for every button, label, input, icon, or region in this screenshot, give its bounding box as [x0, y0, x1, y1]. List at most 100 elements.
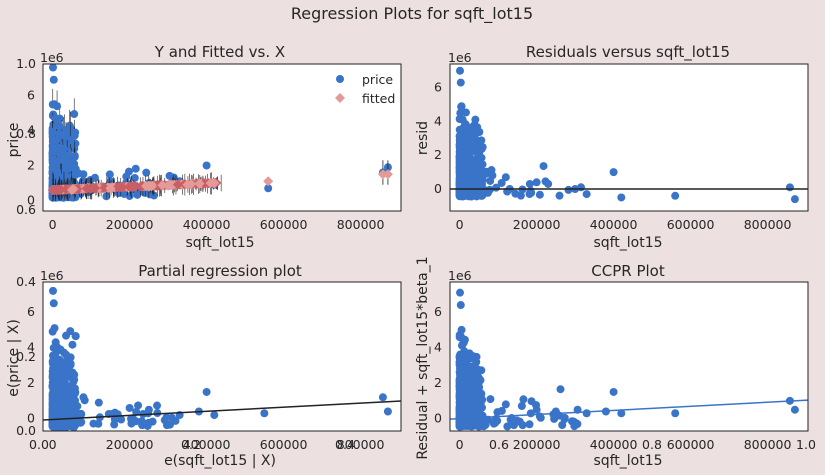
ccpr-point: [790, 405, 799, 414]
fitted-vs-x-fitted-point: [66, 185, 77, 195]
residuals-point: [525, 189, 534, 198]
ccpr-point: [493, 408, 502, 417]
partial_regression-point: [378, 393, 387, 402]
residuals-point: [539, 162, 548, 171]
fitted-vs-x-fitted-point: [85, 183, 96, 194]
ccpr-point: [474, 389, 483, 398]
partial_regression-point: [153, 401, 162, 410]
ccpr-point: [455, 422, 464, 431]
partial_regression-point: [134, 401, 143, 410]
fitted-vs-x-fitted-point: [124, 181, 135, 192]
fitted_vs_x-marks: [47, 64, 393, 202]
ccpr-ytick-label: 6: [434, 304, 442, 319]
fitted-vs-x-offset-label: 1e6: [40, 50, 64, 65]
partial_regression-point: [62, 362, 71, 371]
overlay-xtick-label: 0.6: [489, 437, 509, 452]
residuals-point: [470, 122, 479, 131]
ccpr-xtick-label: 800000: [744, 437, 792, 452]
partial_regression-point: [62, 331, 71, 340]
fitted-vs-x-ylabel: price: [6, 123, 22, 158]
partial_regression-point: [50, 391, 59, 400]
residuals-point: [455, 178, 464, 187]
residuals-point: [474, 163, 483, 172]
partial_regression-xtick-label: 400000: [183, 437, 231, 452]
residuals-point: [458, 186, 467, 195]
overlay-xtick-label: 0.0: [29, 437, 49, 452]
residuals-xtick-label: 800000: [744, 217, 792, 232]
partial_regression-frame: [42, 281, 402, 432]
fitted_vs_x-xtick-label: 400000: [183, 217, 231, 232]
fitted_vs_x-point: [50, 100, 59, 109]
partial_regression-point: [79, 393, 88, 402]
ccpr-point: [503, 422, 512, 431]
fitted-vs-x-fitted-point: [143, 181, 154, 192]
fitted_vs_x-point: [264, 184, 273, 193]
fitted-vs-x-fitted-point: [377, 169, 388, 180]
residuals-point: [555, 191, 564, 200]
partial_regression-xtick-label: 800000: [337, 437, 385, 452]
partial_regression-xtick-label: 0: [49, 437, 57, 452]
ccpr-point: [467, 380, 476, 389]
ccpr-point: [532, 405, 541, 414]
residuals-xtick-label: 0: [456, 217, 464, 232]
fitted-vs-x-fitted-point: [182, 179, 193, 190]
partial_regression-point: [144, 405, 153, 414]
residuals-point: [511, 189, 520, 198]
partial_regression-ytick-label: 2: [27, 375, 35, 390]
partial_regression-point: [148, 417, 157, 426]
overlay-ytick-label: 0.0: [16, 423, 36, 438]
partial_regression-ytick-label: 4: [27, 340, 35, 355]
overlay-ytick-label: 0.4: [16, 274, 36, 289]
ccpr-point: [458, 340, 467, 349]
ccpr-point: [568, 417, 577, 426]
ccpr-point: [501, 400, 510, 409]
partial-regression-offset-label: 1e6: [40, 268, 64, 283]
partial_regression-point: [57, 418, 66, 427]
partial_regression-point: [131, 417, 140, 426]
overlay-ytick-label: 0.2: [16, 349, 36, 364]
partial_regression-point: [260, 409, 269, 418]
residuals-xtick-label: 200000: [513, 217, 561, 232]
partial_regression-point: [202, 387, 211, 396]
fitted_vs_x-ytick-label: 4: [27, 123, 35, 138]
residuals-point: [472, 169, 481, 178]
overlay-xtick-label: 0.2: [181, 437, 201, 452]
partial_regression-ytick-label: 0: [27, 411, 35, 426]
partial_regression-point: [125, 403, 134, 412]
partial_regression-point: [53, 347, 62, 356]
fitted-vs-x-fitted-point: [99, 182, 110, 193]
fitted_vs_x-point: [49, 75, 58, 84]
partial_regression-point: [160, 416, 169, 425]
fitted_vs_x-point: [79, 170, 88, 179]
ccpr-ytick-label: 4: [434, 340, 442, 355]
ccpr-point: [519, 395, 528, 404]
residuals-point: [785, 183, 794, 192]
fitted-vs-x-fitted-point: [112, 182, 123, 193]
fitted_vs_x-ytick-label: 6: [27, 88, 35, 103]
ccpr-point: [671, 409, 680, 418]
ccpr-point: [517, 402, 526, 411]
residuals-point: [468, 146, 477, 155]
ccpr-point: [558, 421, 567, 430]
overlay-ytick-label: 0.8: [16, 126, 36, 141]
residuals-point: [456, 78, 465, 87]
fitted_vs_x-point: [145, 190, 154, 199]
ccpr-point: [457, 325, 466, 334]
ccpr-marks: [450, 288, 808, 431]
fitted_vs_x-axes: 0 200000 400000 600000 800000 0 2 4 6: [27, 63, 402, 232]
ccpr-point: [465, 415, 474, 424]
residuals-point: [456, 170, 465, 179]
ccpr-xtick-label: 200000: [513, 437, 561, 452]
residuals-point: [486, 176, 495, 185]
ccpr-point: [518, 421, 527, 430]
residuals-point: [535, 190, 544, 199]
partial_regression-point: [68, 340, 77, 349]
fitted_vs_x-point: [50, 138, 59, 147]
residuals-point: [497, 178, 506, 187]
residuals-point: [455, 140, 464, 149]
residuals-xtick-label: 400000: [590, 217, 638, 232]
ccpr-point: [493, 416, 502, 425]
partial-regression-ylabel: e(price | X): [6, 319, 22, 397]
partial_regression-axes: 0 200000 400000 600000 800000 0 2 4 6: [27, 281, 402, 452]
residuals-point: [455, 147, 464, 156]
